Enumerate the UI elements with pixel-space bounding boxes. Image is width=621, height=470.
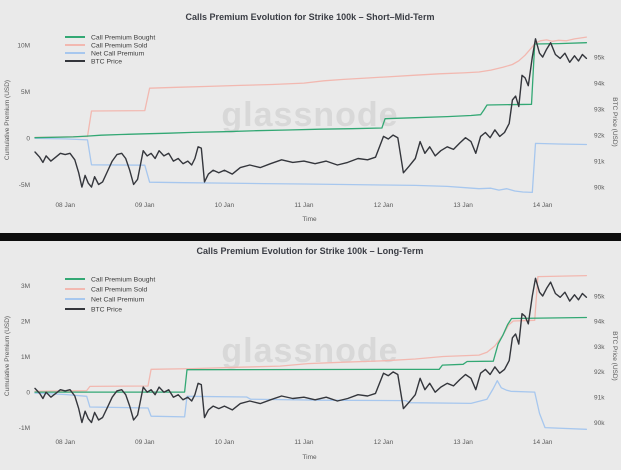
chart-panel-long-term: glassnode Calls Premium Evolution for Str… [0, 241, 621, 470]
y-axis-right-tick-label: 95k [594, 293, 605, 300]
chart-canvas: glassnode Calls Premium Evolution for Str… [4, 246, 618, 461]
x-axis-tick-label: 10 Jan [215, 202, 235, 209]
y-axis-left-tick-label: 3M [21, 283, 30, 290]
y-axis-right-tick-label: 91k [594, 395, 605, 402]
legend-item-call-premium-bought[interactable]: Call Premium Bought [65, 34, 155, 41]
y-axis-right-title: BTC Price (USD) [611, 331, 618, 380]
y-axis-left-tick-label: 0 [26, 135, 30, 142]
x-axis-tick-label: 09 Jan [135, 202, 155, 209]
y-axis-left-title: Cumulative Premium (USD) [4, 80, 11, 160]
x-axis-tick-label: 12 Jan [374, 202, 394, 209]
x-axis-tick-label: 12 Jan [374, 439, 394, 446]
x-axis-tick-label: 08 Jan [55, 439, 75, 446]
series-line-call-premium-bought [34, 316, 588, 393]
x-axis-tick-label: 09 Jan [135, 439, 155, 446]
legend-label: Net Call Premium [91, 50, 145, 57]
legend-item-btc-price[interactable]: BTC Price [65, 58, 122, 65]
y-axis-right-title: BTC Price (USD) [611, 97, 618, 146]
x-axis-tick-label: 13 Jan [453, 439, 473, 446]
legend-item-call-premium-sold[interactable]: Call Premium Sold [65, 42, 147, 49]
y-axis-right-tick-label: 92k [594, 369, 605, 376]
x-axis-title: Time [302, 454, 317, 461]
legend-label: Call Premium Sold [91, 286, 147, 293]
y-axis-right-tick-label: 93k [594, 344, 605, 351]
legend-item-call-premium-sold[interactable]: Call Premium Sold [65, 286, 147, 293]
x-axis-tick-label: 11 Jan [294, 202, 313, 209]
watermark-text: glassnode [221, 96, 398, 134]
y-axis-left-tick-label: 2M [21, 318, 30, 325]
y-axis-left-tick-label: 1M [21, 354, 30, 361]
series-line-call-premium-sold [34, 36, 588, 139]
legend-item-btc-price[interactable]: BTC Price [65, 306, 122, 313]
chart-title: Calls Premium Evolution for Strike 100k … [186, 12, 435, 22]
x-axis-tick-label: 08 Jan [55, 202, 75, 209]
y-axis-right-tick-label: 94k [594, 80, 605, 87]
legend-label: BTC Price [91, 306, 122, 313]
legend-label: Call Premium Bought [91, 34, 155, 41]
legend-item-net-call-premium[interactable]: Net Call Premium [65, 50, 145, 57]
legend-label: Call Premium Sold [91, 42, 147, 49]
x-axis-tick-label: 10 Jan [215, 439, 235, 446]
y-axis-left-title: Cumulative Premium (USD) [4, 316, 11, 396]
series-line-net-call-premium [34, 137, 588, 194]
legend-label: BTC Price [91, 58, 122, 65]
x-axis-title: Time [302, 216, 317, 223]
y-axis-left-tick-label: 5M [21, 89, 30, 96]
y-axis-left-tick-label: 0 [26, 389, 30, 396]
chart-title: Calls Premium Evolution for Strike 100k … [197, 246, 424, 256]
x-axis-tick-label: 11 Jan [294, 439, 313, 446]
legend-label: Net Call Premium [91, 296, 145, 303]
y-axis-right-tick-label: 95k [594, 54, 605, 61]
series-line-call-premium-bought [34, 42, 588, 139]
legend-item-call-premium-bought[interactable]: Call Premium Bought [65, 276, 155, 283]
y-axis-right-tick-label: 90k [594, 184, 605, 191]
series-line-btc-price [34, 277, 588, 424]
y-axis-right-tick-label: 94k [594, 319, 605, 326]
y-axis-left-tick-label: 10M [17, 42, 30, 49]
legend-label: Call Premium Bought [91, 276, 155, 283]
chart-panel-short-mid-term: glassnode Calls Premium Evolution for Str… [0, 0, 621, 233]
panel-divider [0, 233, 621, 241]
x-axis-tick-label: 14 Jan [533, 439, 553, 446]
y-axis-left-tick-label: -5M [19, 182, 30, 189]
y-axis-right-tick-label: 91k [594, 158, 605, 165]
y-axis-left-tick-label: -1M [19, 425, 30, 432]
x-axis-tick-label: 14 Jan [533, 202, 553, 209]
series-line-call-premium-sold [34, 274, 588, 392]
x-axis-tick-label: 13 Jan [453, 202, 473, 209]
chart-canvas: glassnode Calls Premium Evolution for Str… [4, 12, 618, 223]
y-axis-right-tick-label: 90k [594, 420, 605, 427]
series-line-net-call-premium [34, 380, 588, 430]
watermark-text: glassnode [221, 332, 398, 370]
y-axis-right-tick-label: 93k [594, 106, 605, 113]
y-axis-right-tick-label: 92k [594, 132, 605, 139]
legend-item-net-call-premium[interactable]: Net Call Premium [65, 296, 145, 303]
series-line-btc-price [34, 38, 588, 188]
